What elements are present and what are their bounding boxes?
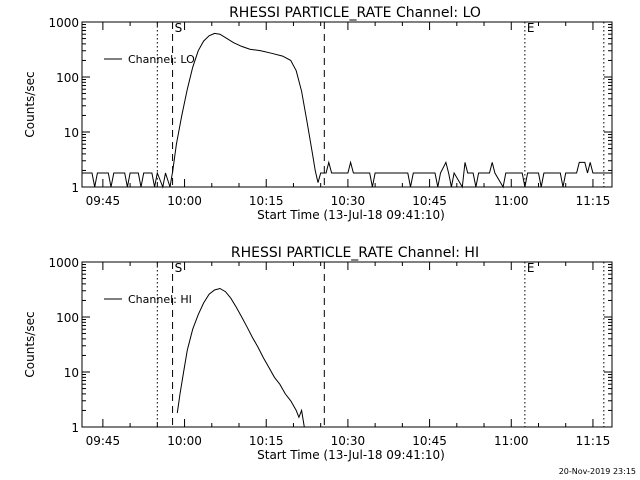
legend: Channel: LO <box>104 53 195 66</box>
x-tick-label: 10:45 <box>412 194 447 208</box>
x-axis: 09:45 10:00 10:15 10:30 10:45 11:00 11:15 <box>86 262 611 448</box>
series-line <box>82 32 612 189</box>
x-axis-label: Start Time (13-Jul-18 09:41:10) <box>257 208 445 222</box>
y-axis: 1 10 100 1000 <box>48 16 612 195</box>
y-tick-label: 100 <box>56 71 79 85</box>
y-tick-label: 10 <box>64 126 79 140</box>
legend: Channel: HI <box>104 293 192 306</box>
y-axis-label: Counts/sec <box>23 311 37 377</box>
x-tick-label: 10:15 <box>249 194 284 208</box>
date-stamp: 20-Nov-2019 23:15 <box>559 467 636 476</box>
x-tick-label: 11:00 <box>494 434 529 448</box>
x-axis-label: Start Time (13-Jul-18 09:41:10) <box>257 448 445 462</box>
legend-entry: Channel: LO <box>128 53 195 66</box>
y-tick-label: 1000 <box>48 256 79 270</box>
x-tick-label: 11:15 <box>576 194 611 208</box>
x-axis: 09:45 10:00 10:15 10:30 10:45 11:00 11:15 <box>86 22 611 208</box>
x-tick-label: 10:00 <box>167 434 202 448</box>
y-tick-label: 10 <box>64 366 79 380</box>
marker-label: S <box>175 21 183 35</box>
y-tick-label: 1000 <box>48 16 79 30</box>
x-tick-label: 10:15 <box>249 434 284 448</box>
y-tick-label: 1 <box>71 421 79 435</box>
y-axis: 1 10 100 1000 <box>48 256 612 435</box>
chart-title: RHESSI PARTICLE_RATE Channel: HI <box>231 245 479 261</box>
x-tick-label: 10:30 <box>331 434 366 448</box>
y-axis-label: Counts/sec <box>23 71 37 137</box>
x-tick-label: 10:30 <box>331 194 366 208</box>
chart-title: RHESSI PARTICLE_RATE Channel: LO <box>229 5 481 21</box>
plot-frame <box>81 261 613 428</box>
series-line <box>176 287 305 428</box>
x-tick-label: 11:00 <box>494 194 529 208</box>
x-tick-label: 10:45 <box>412 434 447 448</box>
plot-frame <box>81 21 613 188</box>
chart-panels: RHESSI PARTICLE_RATE Channel: LO11010010… <box>23 5 613 462</box>
chart-panel-2: RHESSI PARTICLE_RATE Channel: HI 1 10 100 10… <box>23 245 613 462</box>
legend-entry: Channel: HI <box>128 293 192 306</box>
y-tick-label: 1 <box>71 181 79 195</box>
x-tick-label: 09:45 <box>86 434 121 448</box>
x-tick-label: 09:45 <box>86 194 121 208</box>
marker-label: E <box>527 21 535 35</box>
chart-panel-1: RHESSI PARTICLE_RATE Channel: LO 1 10 100 10… <box>23 5 613 222</box>
x-tick-label: 10:00 <box>167 194 202 208</box>
marker-label: S <box>175 261 183 275</box>
marker-label: E <box>527 261 535 275</box>
x-tick-label: 11:15 <box>576 434 611 448</box>
y-tick-label: 100 <box>56 311 79 325</box>
